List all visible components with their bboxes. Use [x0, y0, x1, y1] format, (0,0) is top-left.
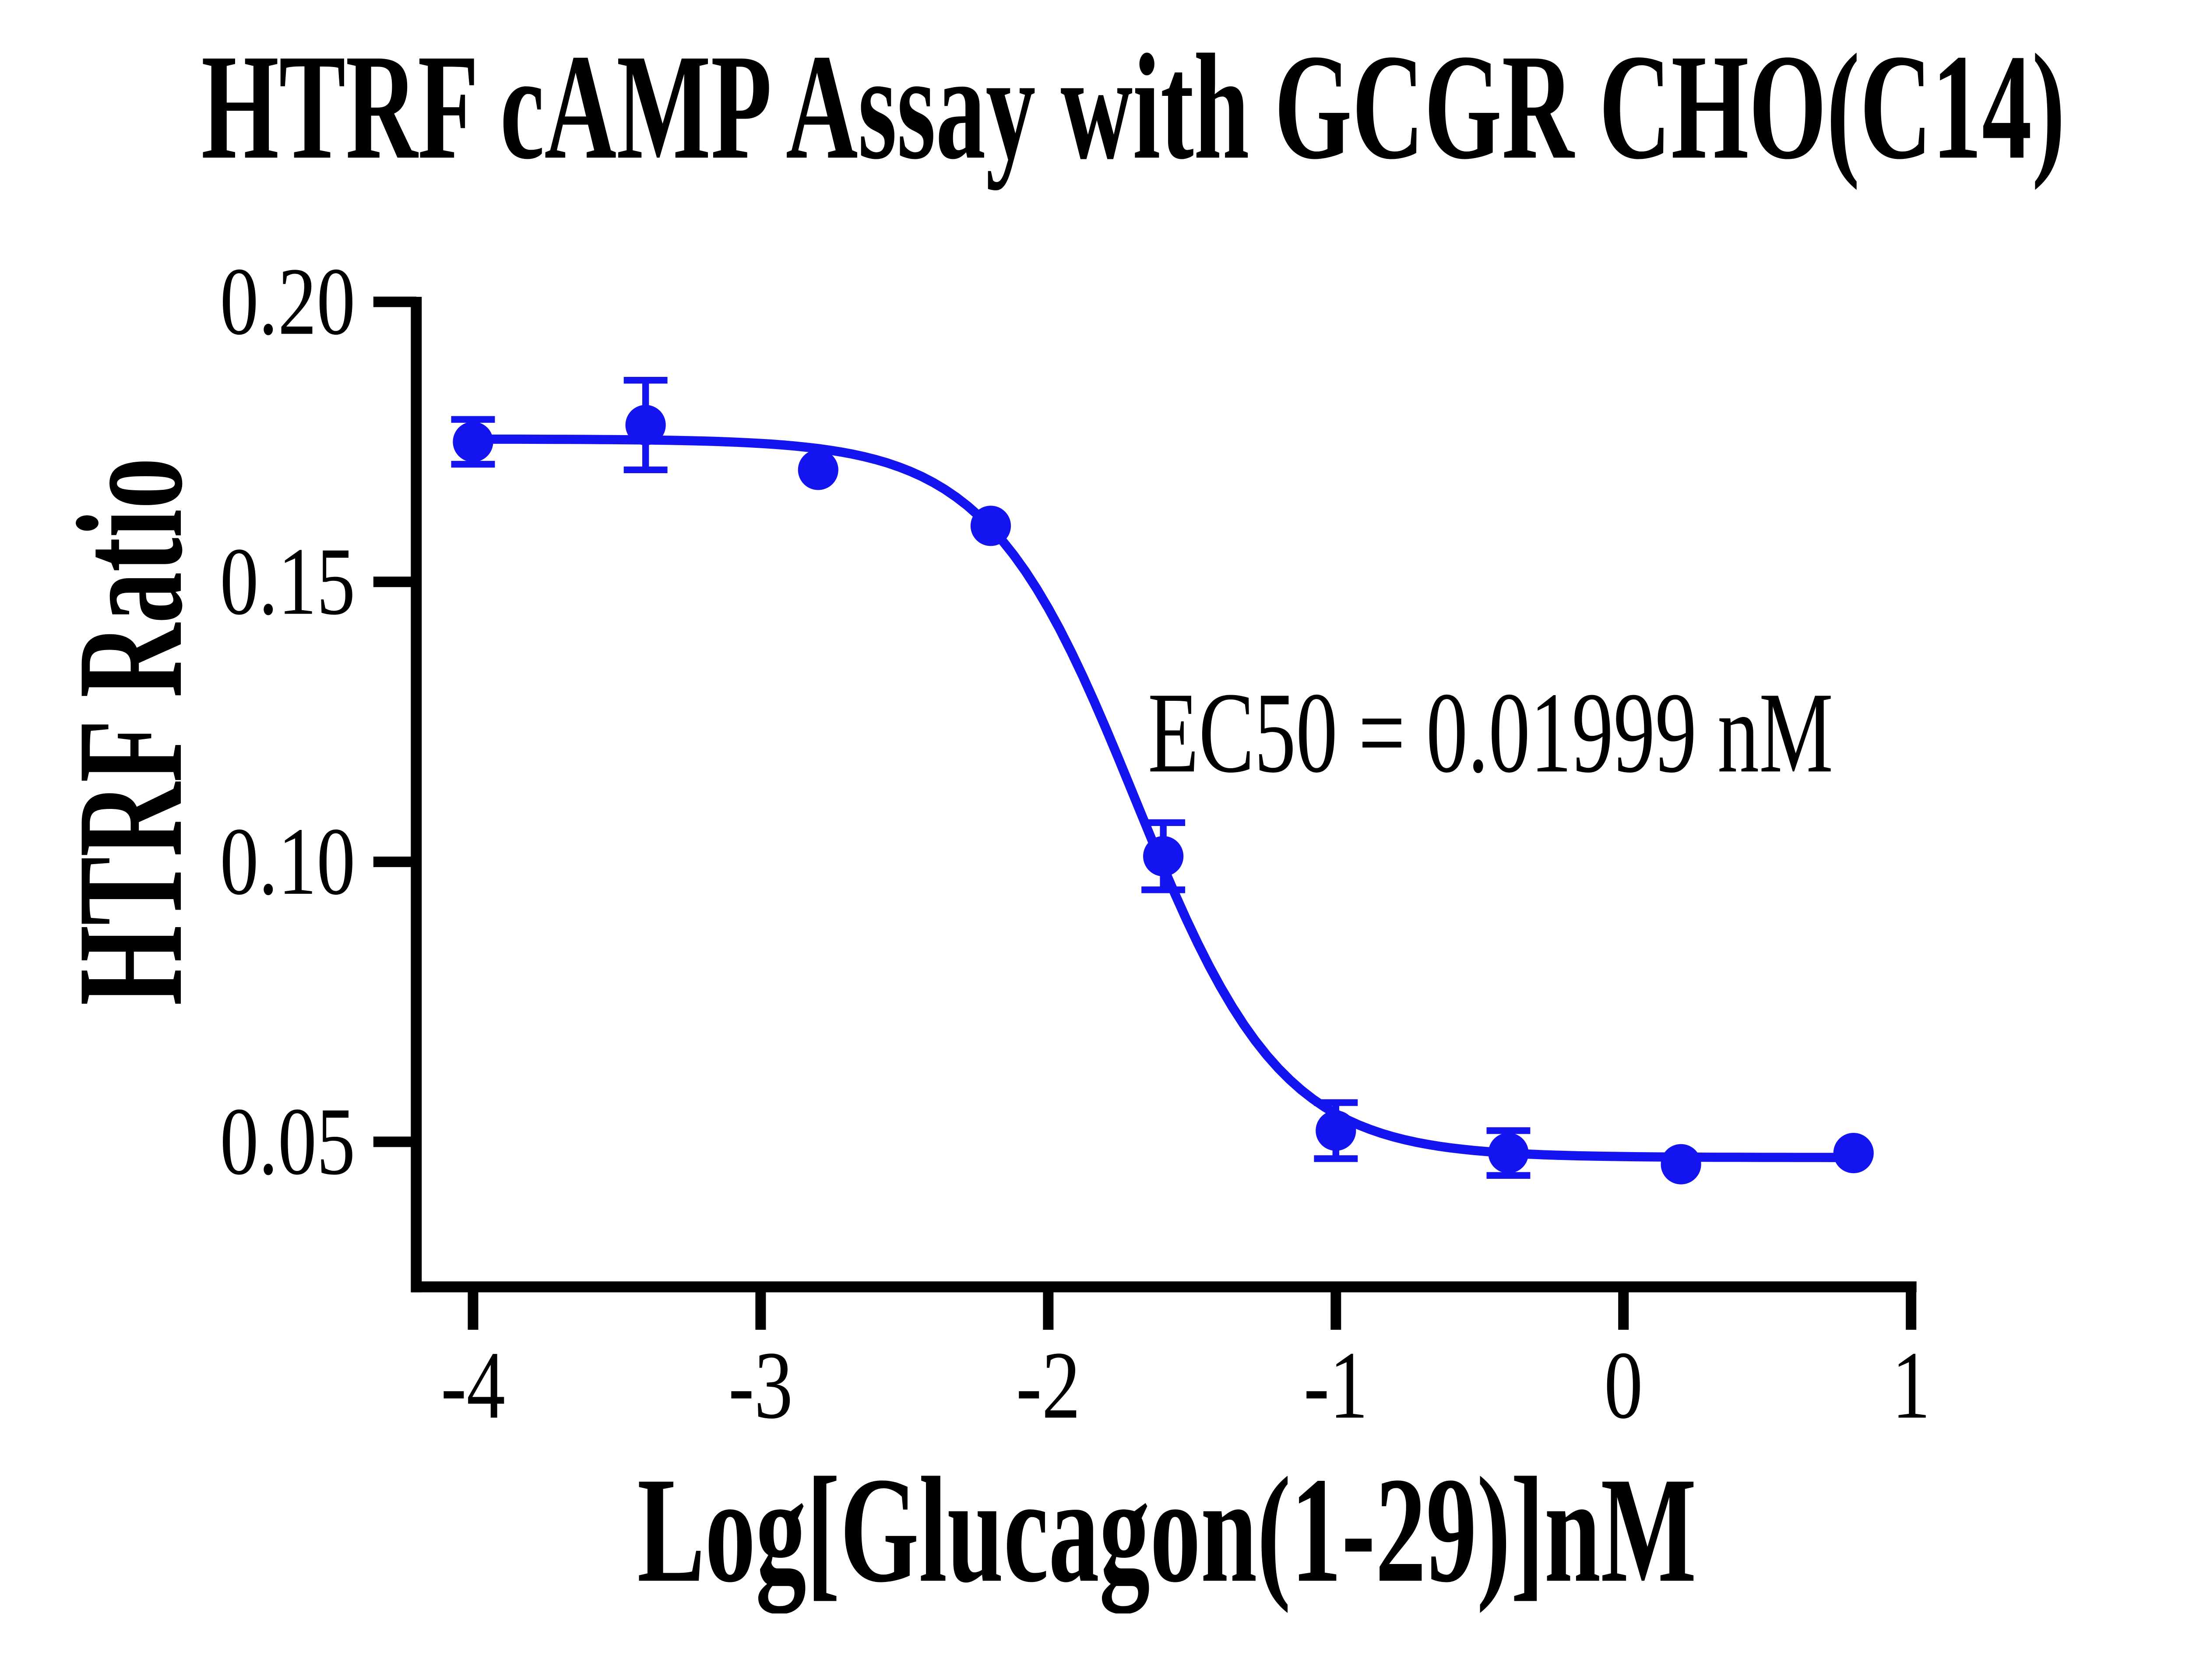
x-tick-label: -3	[728, 1332, 793, 1439]
dose-response-chart: HTRF cAMP Assay with GCGR CHO(C14) HTRF …	[46, 23, 2066, 1614]
fit-curve	[468, 434, 1858, 1162]
x-tick-label: 1	[1892, 1332, 1930, 1439]
chart-title: HTRF cAMP Assay with GCGR CHO(C14)	[201, 23, 2065, 191]
x-tick-label: -2	[1016, 1332, 1080, 1439]
data-point-marker	[970, 506, 1011, 546]
x-tick-label: 0	[1604, 1332, 1643, 1439]
data-point-marker	[798, 450, 838, 490]
x-tick-label: -1	[1304, 1332, 1368, 1439]
data-point-marker	[1316, 1110, 1356, 1151]
axes: -4 -3 -2 -1 0 1 0.20 0.15 0.10 0.05	[220, 248, 1930, 1439]
y-tick-label: 0.05	[220, 1088, 355, 1195]
data-point-marker	[1833, 1133, 1874, 1174]
data-point-marker	[625, 404, 666, 446]
y-tick-label: 0.15	[220, 528, 355, 635]
y-tick-label: 0.10	[220, 808, 355, 915]
x-tick-label: -4	[441, 1332, 505, 1439]
y-axis-label: HTRF Ratio	[46, 457, 213, 1005]
data-point-marker	[1143, 836, 1184, 877]
x-axis-label: Log[Glucagon(1-29)]nM	[637, 1446, 1696, 1613]
data-point-marker	[453, 422, 493, 462]
data-point-marker	[1488, 1133, 1529, 1174]
ec50-annotation: EC50 = 0.01999 nM	[1148, 668, 1833, 797]
dose-response-figure: HTRF cAMP Assay with GCGR CHO(C14) HTRF …	[46, 23, 2066, 1614]
data-series	[451, 377, 1874, 1184]
y-tick-label: 0.20	[220, 248, 355, 355]
data-point-marker	[1661, 1144, 1701, 1184]
